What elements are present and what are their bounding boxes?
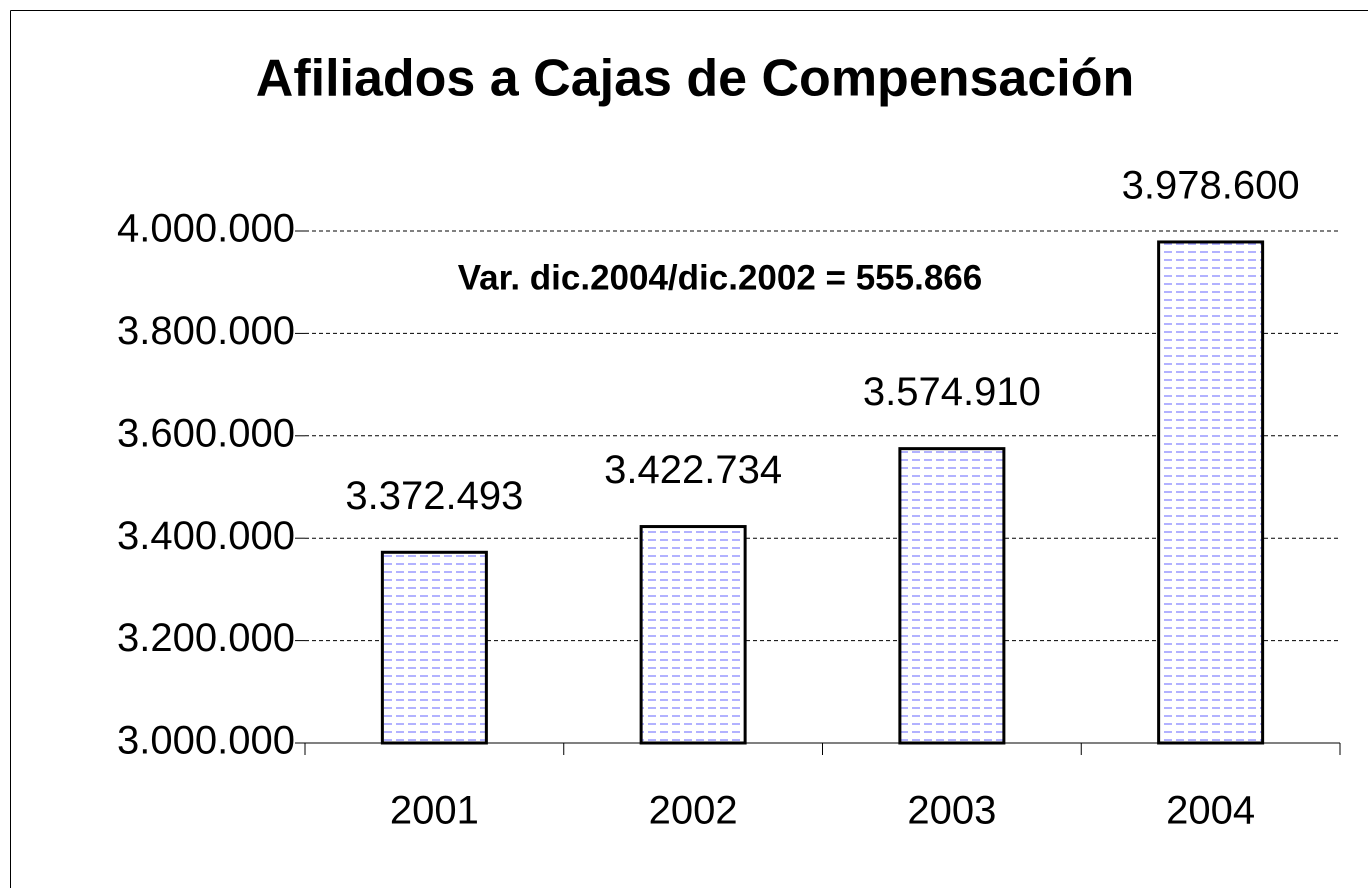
bar [1157,240,1265,745]
bar [380,550,488,745]
y-tick-label: 3.000.000 [117,719,295,763]
x-tick-label: 2003 [907,789,996,833]
y-tick-label: 3.800.000 [117,309,295,353]
bar [898,447,1006,745]
y-tick-label: 3.200.000 [117,616,295,660]
data-label: 3.574.910 [863,370,1041,414]
bar [639,525,747,745]
x-tick-label: 2001 [390,789,479,833]
data-label: 3.372.493 [345,474,523,518]
data-label: 3.978.600 [1122,164,1300,208]
y-tick-label: 3.400.000 [117,514,295,558]
annotation: Var. dic.2004/dic.2002 = 555.866 [458,258,982,297]
y-tick-label: 3.600.000 [117,411,295,455]
x-tick-label: 2004 [1166,789,1255,833]
y-tick-label: 4.000.000 [117,207,295,251]
data-label: 3.422.734 [604,448,782,492]
chart-title: Afiliados a Cajas de Compensación [256,50,1134,108]
x-tick-label: 2002 [649,789,738,833]
